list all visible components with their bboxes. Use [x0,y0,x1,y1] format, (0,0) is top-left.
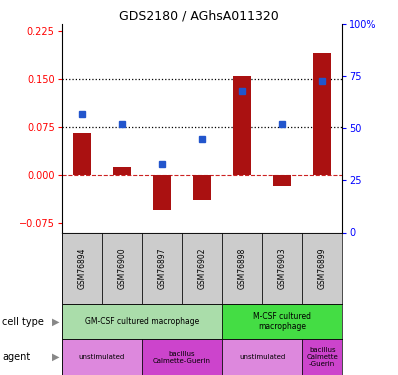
Bar [73,133,91,175]
Bar [233,76,251,175]
Text: ▶: ▶ [52,316,59,327]
Text: GSM76898: GSM76898 [238,248,247,289]
Bar [102,232,142,304]
Bar [62,304,222,339]
Bar [142,339,222,375]
Bar [193,175,211,201]
Bar [262,232,302,304]
Bar [302,339,342,375]
Bar [302,232,342,304]
Text: bacillus
Calmette-Guerin: bacillus Calmette-Guerin [153,351,211,364]
Text: GSM76902: GSM76902 [197,248,207,289]
Bar [153,175,171,210]
Text: cell type: cell type [2,316,44,327]
Bar [222,339,302,375]
Bar [142,232,182,304]
Bar [182,232,222,304]
Bar [113,166,131,175]
Text: unstimulated: unstimulated [79,354,125,360]
Text: GSM76899: GSM76899 [318,248,327,289]
Text: GM-CSF cultured macrophage: GM-CSF cultured macrophage [85,317,199,326]
Text: GSM76900: GSM76900 [117,248,126,289]
Bar [62,339,142,375]
Text: GSM76903: GSM76903 [278,248,287,289]
Text: agent: agent [2,352,30,362]
Text: GSM76897: GSM76897 [157,248,166,289]
Bar [222,304,342,339]
Text: unstimulated: unstimulated [239,354,285,360]
Text: GDS2180 / AGhsA011320: GDS2180 / AGhsA011320 [119,9,279,22]
Bar [222,232,262,304]
Text: GSM76894: GSM76894 [77,248,86,289]
Text: bacillus
Calmette
-Guerin: bacillus Calmette -Guerin [306,347,338,367]
Bar [62,232,102,304]
Text: ▶: ▶ [52,352,59,362]
Text: M-CSF cultured
macrophage: M-CSF cultured macrophage [253,312,311,331]
Bar [273,175,291,186]
Bar [313,53,331,175]
